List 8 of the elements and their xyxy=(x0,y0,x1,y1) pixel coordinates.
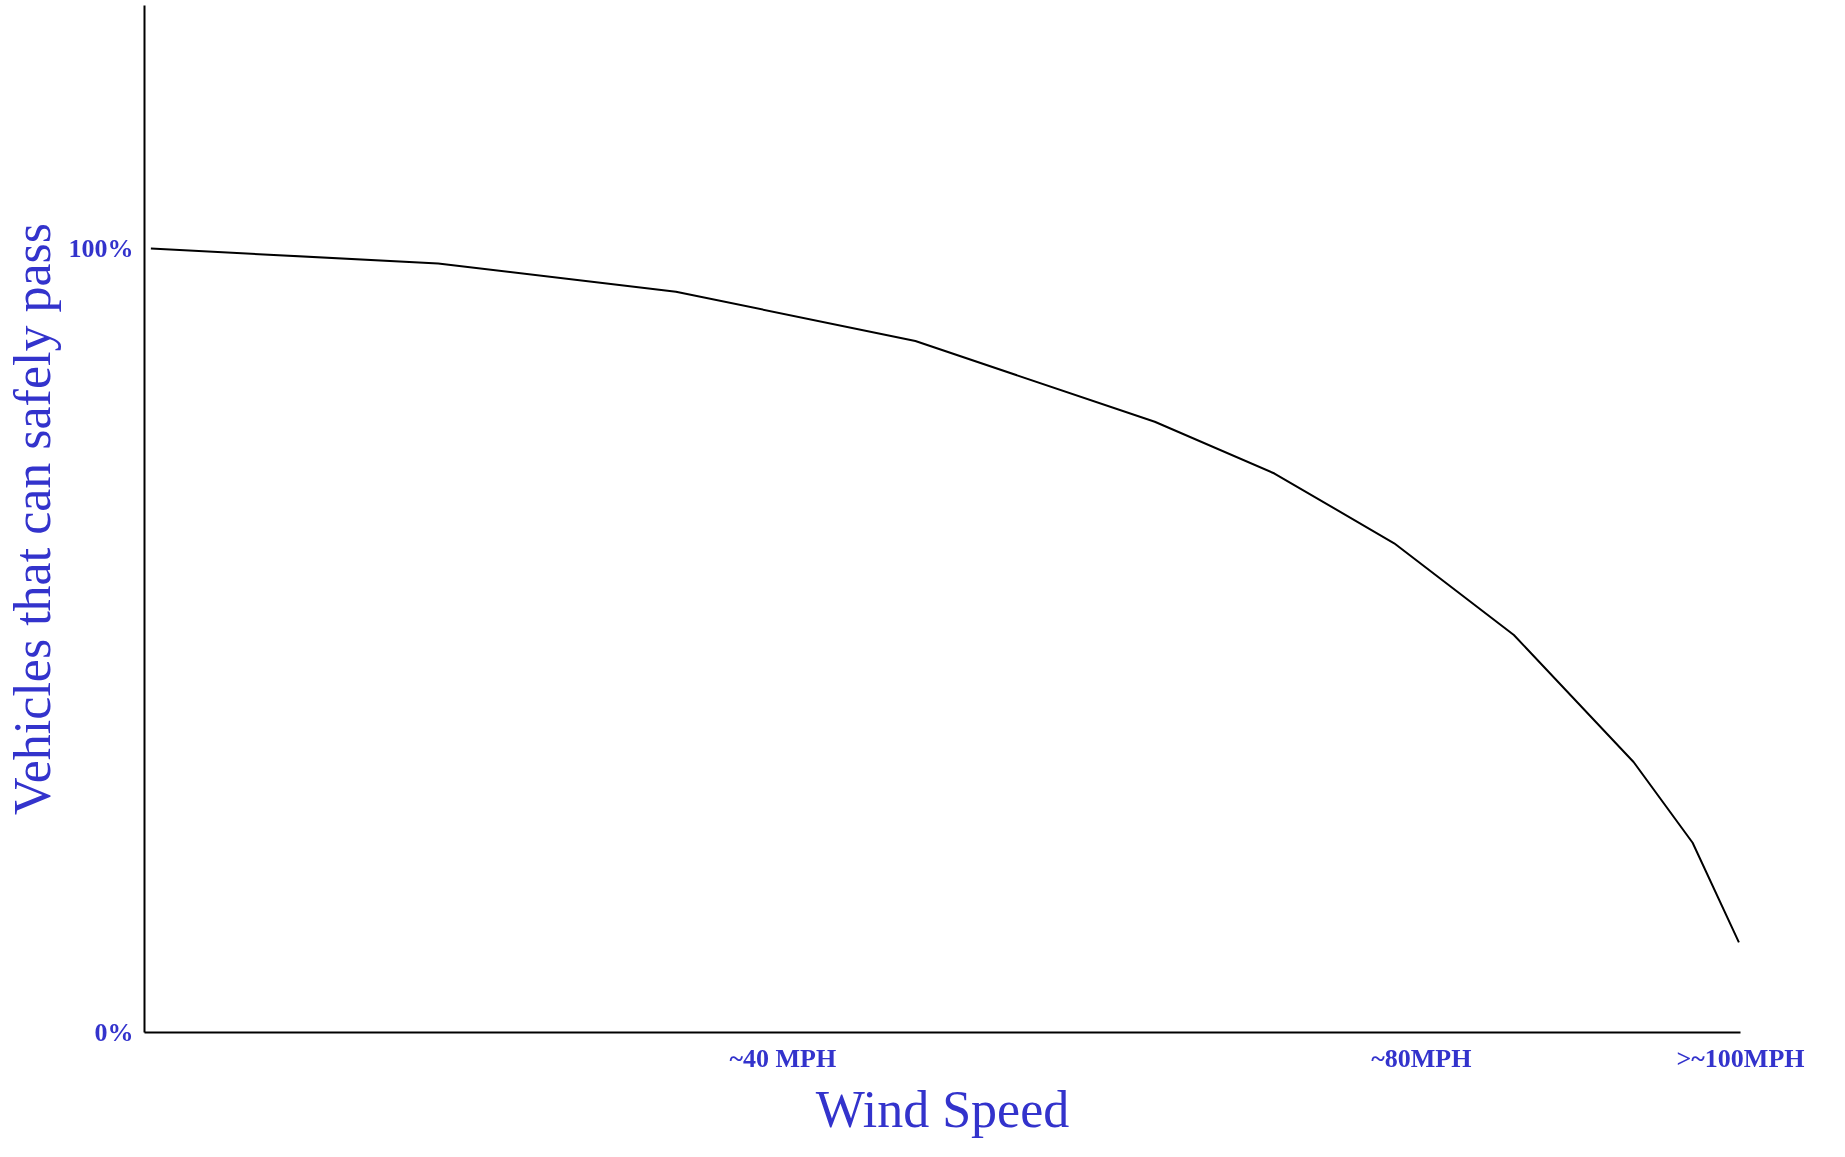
line-series xyxy=(149,247,1740,944)
y-tick-label: 0% xyxy=(94,1018,134,1047)
x-tick-label: ~80MPH xyxy=(1371,1043,1472,1073)
y-axis-title: Vehicles that can safely pass xyxy=(3,222,61,815)
y-tick-label: 100% xyxy=(68,234,134,264)
x-tick-label: >~100MPH xyxy=(1676,1043,1805,1073)
x-tick-label: ~40 MPH xyxy=(729,1043,837,1073)
x-axis-title: Wind Speed xyxy=(815,1080,1070,1138)
